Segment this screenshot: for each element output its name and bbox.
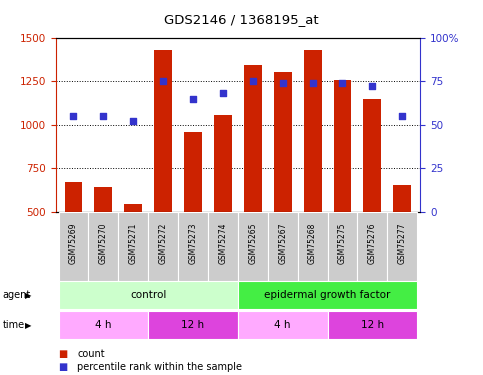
Text: percentile rank within the sample: percentile rank within the sample — [77, 362, 242, 372]
Bar — [148, 212, 178, 281]
Bar — [148, 311, 238, 339]
Bar — [154, 50, 172, 212]
Bar — [178, 212, 208, 281]
Text: count: count — [77, 350, 105, 359]
Text: 4 h: 4 h — [274, 320, 291, 330]
Bar — [124, 204, 142, 212]
Text: GSM75277: GSM75277 — [398, 222, 407, 264]
Text: ▶: ▶ — [25, 321, 31, 330]
Text: time: time — [2, 320, 25, 330]
Text: GSM75267: GSM75267 — [278, 222, 287, 264]
Point — [339, 80, 346, 86]
Bar — [298, 212, 327, 281]
Point — [398, 113, 406, 119]
Text: GSM75275: GSM75275 — [338, 222, 347, 264]
Text: GSM75273: GSM75273 — [188, 222, 198, 264]
Point — [159, 78, 167, 84]
Bar — [393, 185, 411, 212]
Point — [249, 78, 256, 84]
Text: 12 h: 12 h — [361, 320, 384, 330]
Bar — [118, 212, 148, 281]
Bar — [304, 50, 322, 212]
Bar — [214, 115, 232, 212]
Bar — [244, 64, 262, 212]
Point — [70, 113, 77, 119]
Bar — [363, 99, 382, 212]
Text: ■: ■ — [58, 362, 67, 372]
Point — [99, 113, 107, 119]
Text: agent: agent — [2, 290, 30, 300]
Point — [279, 80, 286, 86]
Bar — [334, 80, 352, 212]
Bar — [88, 212, 118, 281]
Text: epidermal growth factor: epidermal growth factor — [264, 290, 391, 300]
Text: ■: ■ — [58, 350, 67, 359]
Text: GSM75271: GSM75271 — [129, 222, 138, 264]
Bar — [387, 212, 417, 281]
Bar — [357, 212, 387, 281]
Text: 12 h: 12 h — [182, 320, 205, 330]
Point — [129, 118, 137, 124]
Bar — [274, 72, 292, 212]
Text: ▶: ▶ — [25, 291, 31, 300]
Bar — [238, 281, 417, 309]
Text: GDS2146 / 1368195_at: GDS2146 / 1368195_at — [164, 13, 319, 26]
Text: GSM75270: GSM75270 — [99, 222, 108, 264]
Text: GSM75274: GSM75274 — [218, 222, 227, 264]
Point — [369, 83, 376, 89]
Bar — [238, 311, 327, 339]
Text: GSM75269: GSM75269 — [69, 222, 78, 264]
Bar — [94, 188, 113, 212]
Point — [219, 90, 227, 96]
Text: GSM75268: GSM75268 — [308, 222, 317, 264]
Text: GSM75272: GSM75272 — [158, 222, 168, 264]
Bar — [327, 212, 357, 281]
Text: GSM75276: GSM75276 — [368, 222, 377, 264]
Bar — [58, 212, 88, 281]
Text: control: control — [130, 290, 166, 300]
Text: 4 h: 4 h — [95, 320, 112, 330]
Text: GSM75265: GSM75265 — [248, 222, 257, 264]
Bar — [65, 182, 83, 212]
Bar — [208, 212, 238, 281]
Bar — [58, 311, 148, 339]
Bar — [327, 311, 417, 339]
Point — [189, 96, 197, 102]
Bar — [184, 132, 202, 212]
Bar — [238, 212, 268, 281]
Bar — [268, 212, 298, 281]
Bar — [58, 281, 238, 309]
Point — [309, 80, 316, 86]
